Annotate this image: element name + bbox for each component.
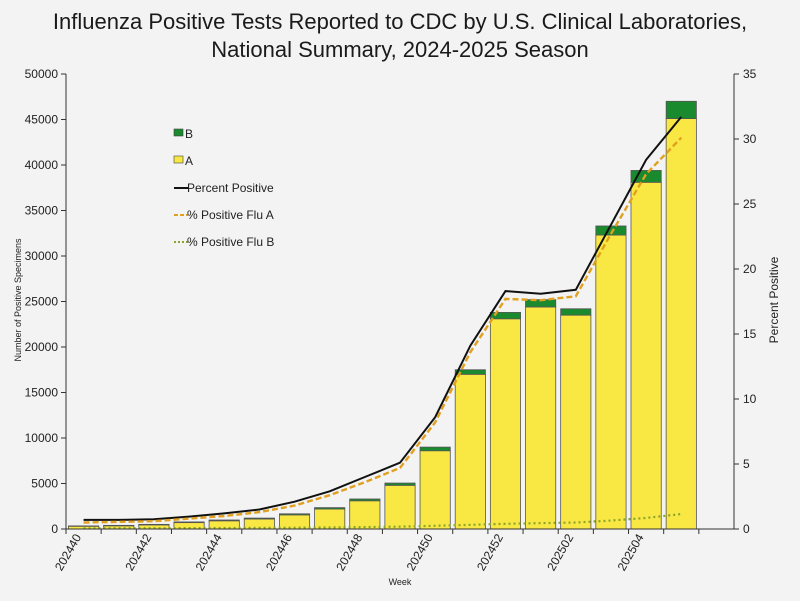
- line-series-1: [83, 136, 683, 524]
- y-right-tick-label: 20: [743, 262, 757, 276]
- y-left-tick-label: 30000: [25, 249, 59, 263]
- legend-label-0: B: [185, 127, 193, 141]
- bar-b-202444: [208, 519, 240, 522]
- x-tick-label-202444: 202444: [193, 531, 225, 573]
- x-tick-label-202448: 202448: [333, 531, 365, 573]
- bar-a-202448: [349, 500, 381, 530]
- y-right-tick-label: 5: [743, 457, 750, 471]
- y-axis-right-label: Percent Positive: [767, 256, 781, 343]
- y-axis-left-label: Number of Positive Specimens: [13, 238, 23, 362]
- x-tick-label-202452: 202452: [474, 531, 506, 573]
- y-left-tick-label: 0: [51, 522, 58, 536]
- bar-b-202448: [349, 498, 381, 502]
- y-right-tick-label: 35: [743, 67, 757, 81]
- bars-group: [68, 100, 697, 530]
- bar-b-202451: [454, 369, 486, 375]
- legend-label-4: % Positive Flu B: [187, 235, 274, 249]
- bar-b-202445: [243, 517, 275, 520]
- bar-a-202447: [314, 508, 346, 530]
- y-left-tick-label: 10000: [25, 431, 59, 445]
- line-series-2: [83, 512, 682, 530]
- x-tick-label-202446: 202446: [263, 531, 295, 573]
- chart-title-line1: Influenza Positive Tests Reported to CDC…: [53, 9, 747, 34]
- bar-b-202447: [314, 507, 346, 510]
- legend-swatch-a: [173, 155, 184, 164]
- bar-a-202503: [630, 181, 662, 530]
- bar-a-202501: [560, 314, 592, 530]
- legend-label-1: A: [185, 154, 193, 168]
- y-left-tick-label: 50000: [25, 67, 59, 81]
- y-right-tick-label: 10: [743, 392, 757, 406]
- y-right-tick-label: 25: [743, 197, 757, 211]
- y-left-tick-label: 40000: [25, 158, 59, 172]
- bar-a-202452: [489, 318, 521, 530]
- bar-b-202449: [384, 482, 416, 486]
- x-axis-label: Week: [389, 577, 412, 587]
- bar-a-202450: [419, 450, 451, 530]
- x-tick-label-202502: 202502: [544, 531, 576, 573]
- x-tick-label-202504: 202504: [615, 531, 647, 573]
- chart-title-line2: National Summary, 2024-2025 Season: [211, 37, 588, 62]
- line-series-0: [83, 116, 683, 521]
- bar-a-202504: [665, 118, 697, 530]
- legend-swatch-b: [173, 128, 184, 137]
- y-left-tick-label: 25000: [25, 295, 59, 309]
- x-tick-label-202442: 202442: [122, 531, 154, 573]
- y-left-tick-label: 45000: [25, 113, 59, 127]
- bar-b-202504: [665, 100, 697, 119]
- bar-b-202450: [419, 446, 451, 452]
- bar-a-202502: [595, 234, 627, 530]
- y-left-tick-label: 35000: [25, 204, 59, 218]
- bar-b-202443: [173, 521, 205, 524]
- bar-b-202446: [279, 513, 311, 516]
- bar-b-202442: [138, 523, 170, 526]
- x-tick-label-202450: 202450: [404, 531, 436, 573]
- bar-b-202501: [560, 308, 592, 316]
- x-tick-label-202440: 202440: [52, 531, 84, 573]
- bar-a-202453: [525, 306, 557, 530]
- legend: BA Percent Positive % Positive Flu A % Posi…: [173, 127, 274, 249]
- y-left-tick-label: 5000: [31, 477, 58, 491]
- y-left-tick-label: 20000: [25, 340, 59, 354]
- y-left-tick-label: 15000: [25, 386, 59, 400]
- legend-label-2: Percent Positive: [187, 181, 274, 195]
- bar-a-202449: [384, 484, 416, 530]
- y-right-tick-label: 30: [743, 132, 757, 146]
- legend-label-3: % Positive Flu A: [187, 208, 274, 222]
- y-right-tick-label: 15: [743, 327, 757, 341]
- bar-a-202451: [454, 373, 486, 530]
- y-right-tick-label: 0: [743, 522, 750, 536]
- lines-group: [83, 116, 683, 530]
